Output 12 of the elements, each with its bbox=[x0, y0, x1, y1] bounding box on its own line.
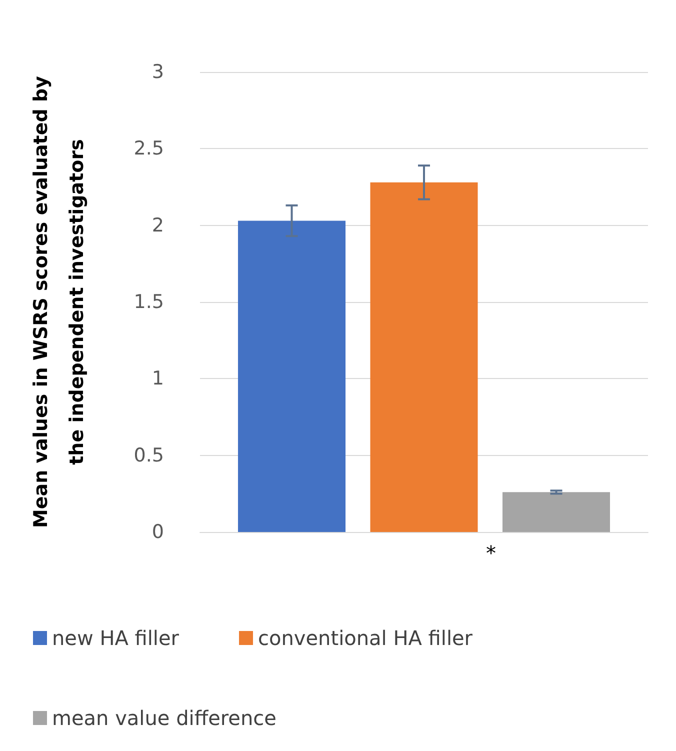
y-tick-label: 0.5 bbox=[134, 444, 164, 466]
y-tick-label: 1 bbox=[152, 368, 164, 390]
legend-label: new HA filler bbox=[52, 626, 180, 650]
legend-label: conventional HA filler bbox=[258, 626, 474, 650]
y-tick-label: 0 bbox=[152, 521, 164, 543]
y-tick-label: 1.5 bbox=[134, 291, 164, 313]
y-tick-label: 2.5 bbox=[134, 138, 164, 160]
y-tick-label: 2 bbox=[152, 214, 164, 236]
y-tick-label: 3 bbox=[152, 61, 164, 83]
y-axis-title: Mean values in WSRS scores evaluated by the independent investigators bbox=[30, 75, 88, 528]
legend-label: mean value difference bbox=[52, 706, 276, 730]
text: * bbox=[486, 541, 496, 565]
